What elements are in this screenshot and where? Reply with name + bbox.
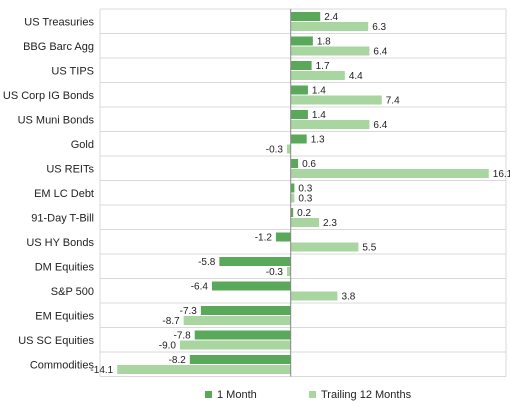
category-label: US Muni Bonds — [18, 114, 95, 126]
value-label: -7.8 — [173, 331, 191, 342]
category-label: US REITs — [46, 163, 94, 175]
value-label: 6.3 — [372, 22, 386, 33]
legend-swatch — [205, 391, 212, 398]
value-label: 3.8 — [341, 292, 355, 303]
value-label: 0.3 — [298, 184, 312, 195]
value-label: 7.4 — [386, 96, 400, 107]
bar-trailing-12-months — [290, 193, 295, 203]
bar-one-month — [290, 85, 308, 95]
category-label: US Corp IG Bonds — [3, 90, 95, 102]
value-label: 4.4 — [349, 71, 363, 82]
bar-one-month — [211, 281, 291, 291]
gridlines — [99, 8, 507, 377]
bar-one-month — [290, 61, 312, 70]
category-label: US Treasuries — [24, 16, 94, 28]
value-labels: 2.4 6.3 1.8 6.4 1.7 4.4 1.4 7.4 1.4 6.4 1.3 -0.3 0.6… — [90, 12, 510, 376]
category-labels: US Treasuries BBG Barc Agg US TIPS US Corp … — [3, 16, 95, 371]
category-label: Commodities — [30, 359, 95, 371]
legend-swatch — [309, 391, 316, 398]
bar-trailing-12-months — [290, 291, 338, 301]
value-label: 0.6 — [302, 159, 316, 170]
bar-trailing-12-months — [290, 22, 369, 31]
value-label: 2.4 — [324, 12, 338, 23]
value-label: -14.1 — [90, 365, 113, 376]
bar-trailing-12-months — [290, 46, 370, 56]
value-label: 1.4 — [312, 86, 326, 97]
value-label: -0.3 — [266, 267, 284, 278]
value-label: 2.3 — [323, 218, 337, 229]
value-label: 1.8 — [317, 37, 331, 48]
bar-one-month — [290, 208, 294, 217]
value-label: 6.4 — [373, 47, 387, 58]
value-label: -0.3 — [266, 145, 284, 156]
value-label: 16.1 — [493, 169, 510, 180]
bar-trailing-12-months — [179, 340, 291, 350]
bar-one-month — [219, 257, 291, 266]
bar-trailing-12-months — [290, 218, 319, 227]
value-label: 1.4 — [312, 110, 326, 121]
bar-trailing-12-months — [290, 169, 489, 178]
bar-trailing-12-months — [290, 71, 345, 80]
legend-label: Trailing 12 Months — [321, 389, 412, 401]
bar-trailing-12-months — [117, 365, 291, 374]
bar-one-month — [290, 36, 313, 46]
bar-trailing-12-months — [287, 267, 291, 276]
bars — [117, 12, 489, 374]
value-label: -1.2 — [255, 233, 273, 244]
category-label: 91-Day T-Bill — [31, 212, 94, 224]
category-label: EM LC Debt — [34, 188, 94, 200]
value-label: 1.7 — [316, 61, 330, 72]
bar-one-month — [290, 110, 308, 119]
bar-trailing-12-months — [287, 144, 291, 154]
value-label: -9.0 — [159, 341, 177, 352]
bar-trailing-12-months — [290, 95, 382, 105]
value-label: -6.4 — [191, 282, 209, 293]
category-label: DM Equities — [35, 261, 95, 273]
value-label: 0.3 — [298, 194, 312, 205]
category-label: US SC Equities — [18, 335, 94, 347]
bar-one-month — [290, 159, 299, 168]
value-label: -8.2 — [169, 355, 187, 366]
category-label: Gold — [71, 139, 94, 151]
bar-one-month — [275, 232, 291, 242]
bar-one-month — [290, 134, 307, 144]
bar-one-month — [290, 12, 321, 21]
value-label: 1.3 — [311, 135, 325, 146]
value-label: -7.3 — [180, 306, 198, 317]
value-label: 6.4 — [373, 120, 387, 131]
value-label: -8.7 — [162, 316, 180, 327]
legend: 1 Month Trailing 12 Months — [205, 389, 412, 401]
bar-trailing-12-months — [183, 316, 291, 325]
bar-one-month — [194, 330, 291, 340]
category-label: US HY Bonds — [26, 237, 94, 249]
category-label: EM Equities — [35, 310, 94, 322]
value-label: 0.2 — [297, 208, 311, 219]
value-label: -5.8 — [198, 257, 216, 268]
bar-one-month — [189, 355, 291, 364]
legend-label: 1 Month — [217, 389, 257, 401]
bar-trailing-12-months — [290, 242, 359, 252]
category-label: S&P 500 — [51, 286, 94, 298]
bar-one-month — [290, 183, 295, 193]
bar-one-month — [200, 306, 291, 315]
category-label: US TIPS — [51, 65, 94, 77]
category-label: BBG Barc Agg — [23, 41, 94, 53]
value-label: 5.5 — [362, 243, 376, 254]
bar-trailing-12-months — [290, 120, 370, 129]
